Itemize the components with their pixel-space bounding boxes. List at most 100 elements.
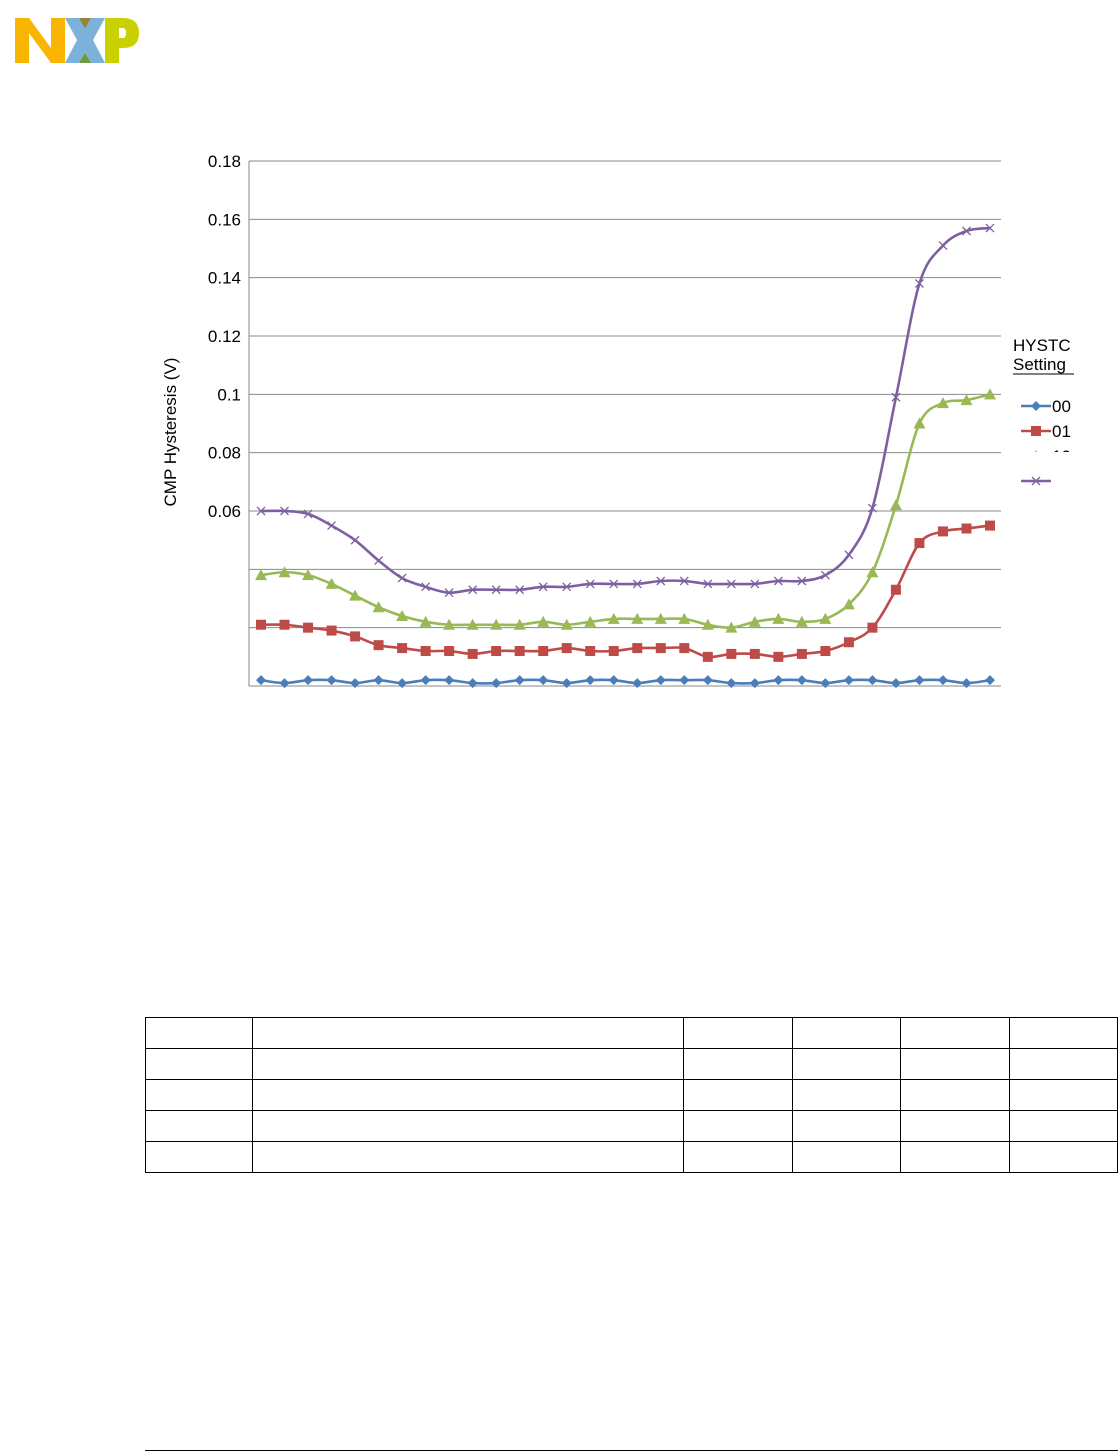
logo-x-mark-right (79, 18, 105, 63)
data-point (444, 588, 454, 598)
data-point (350, 631, 361, 642)
table-cell (144, 1141, 254, 1173)
gridlines (248, 160, 1001, 687)
data-point (280, 506, 289, 516)
table-cell (900, 1017, 1010, 1049)
data-point (467, 648, 478, 659)
data-point (866, 566, 879, 578)
data-point (1031, 426, 1041, 436)
table-cell (683, 1079, 793, 1111)
data-point (491, 646, 502, 656)
data-point (562, 582, 572, 592)
series-01 (256, 520, 995, 662)
y-tick-label: 0.16 (208, 210, 241, 229)
data-point (255, 569, 267, 581)
data-point (820, 570, 830, 580)
data-point (914, 279, 924, 288)
data-point (466, 618, 479, 630)
y-tick-label: 0.1 (217, 385, 241, 404)
data-point (820, 646, 831, 656)
data-point (867, 503, 877, 513)
data-point (985, 223, 995, 233)
data-point (256, 675, 266, 686)
series-line (260, 678, 991, 685)
data-point (702, 651, 713, 662)
data-point (795, 615, 808, 627)
data-point (514, 675, 525, 686)
data-point (467, 678, 478, 689)
legend-item: 01 (1021, 422, 1071, 441)
table-cell (900, 1141, 1010, 1173)
data-point (303, 509, 313, 519)
table-cell (683, 1141, 793, 1173)
data-point (279, 678, 290, 689)
data-point (796, 675, 807, 686)
table-cell (791, 1017, 902, 1049)
data-point (491, 585, 501, 595)
table-row (144, 1017, 1118, 1049)
data-point (373, 640, 384, 651)
data-point (936, 397, 949, 409)
table-row (144, 1048, 1118, 1080)
y-axis-ticks: 0.06 0.08 0.1 0.12 0.14 0.16 0.18 (208, 152, 241, 521)
data-point (890, 584, 901, 595)
data-point (867, 622, 878, 633)
data-point (303, 622, 314, 633)
data-point (538, 675, 549, 686)
data-point (842, 598, 855, 610)
legend-label: 00 (1052, 397, 1071, 416)
table-cell (1008, 1110, 1118, 1142)
data-point (655, 675, 666, 686)
table-cell (144, 1079, 254, 1111)
data-point (632, 643, 643, 654)
table-cell (252, 1141, 685, 1173)
table-cell (683, 1017, 793, 1049)
data-point (843, 675, 854, 686)
data-point (420, 646, 431, 656)
data-point (278, 566, 291, 578)
table-cell (683, 1110, 793, 1142)
data-point (726, 678, 737, 689)
data-point (444, 646, 455, 656)
logo-x-mark-left (65, 18, 91, 63)
legend-item: 00 (1021, 397, 1071, 416)
data-point (326, 675, 337, 686)
data-point (914, 538, 925, 549)
legend-label: 01 (1052, 422, 1071, 441)
data-point (726, 648, 737, 659)
legend: HYSTC Setting 000110 (1005, 336, 1118, 486)
table-cell (791, 1110, 902, 1142)
data-point (608, 646, 619, 656)
data-point (561, 678, 572, 689)
data-point (985, 675, 995, 686)
data-point (820, 678, 831, 689)
data-point (584, 615, 597, 627)
data-point (889, 499, 902, 511)
data-point (397, 678, 408, 689)
data-point (373, 675, 384, 686)
data-point (984, 388, 996, 400)
data-point (303, 675, 314, 686)
data-point (585, 646, 596, 656)
table-cell (791, 1048, 902, 1080)
data-point (374, 556, 384, 566)
logo-p-mark (105, 18, 139, 63)
data-point (256, 619, 266, 630)
data-point (396, 610, 409, 621)
data-point (749, 678, 760, 689)
data-point (397, 573, 407, 583)
data-point (585, 579, 595, 589)
data-point (749, 648, 760, 659)
data-point (937, 675, 948, 686)
data-point (726, 579, 736, 589)
table-cell (252, 1048, 685, 1080)
table-cell (144, 1048, 254, 1080)
table-cell (144, 1110, 254, 1142)
data-point (890, 678, 901, 689)
data-point (443, 618, 456, 630)
data-point (678, 612, 691, 624)
data-point (326, 625, 337, 636)
legend-title-line1: HYSTC (1013, 336, 1071, 355)
data-point (514, 646, 525, 656)
data-point (773, 576, 783, 586)
